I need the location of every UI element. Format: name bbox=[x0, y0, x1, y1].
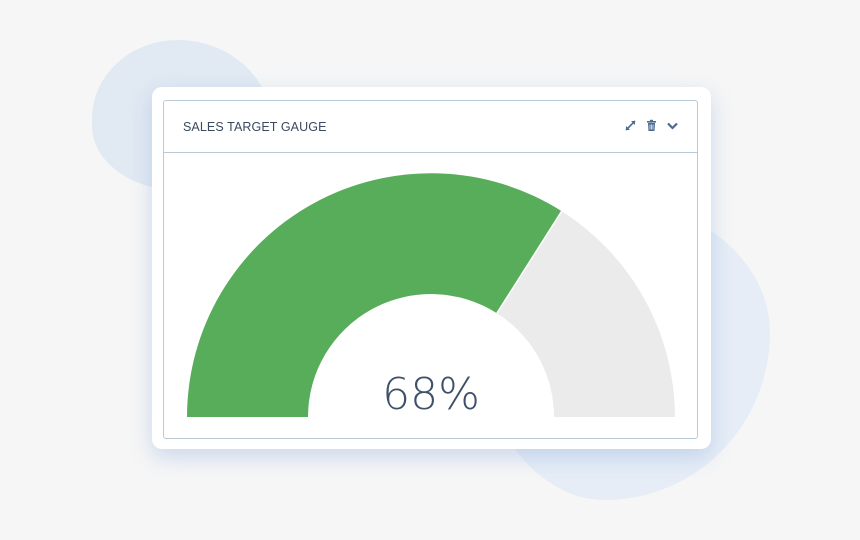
expand-icon[interactable] bbox=[624, 119, 637, 132]
chevron-down-icon[interactable] bbox=[666, 119, 679, 132]
trash-icon[interactable] bbox=[645, 119, 658, 132]
gauge-filled-arc bbox=[187, 173, 562, 417]
gauge-remaining-arc bbox=[496, 211, 675, 417]
widget-card: SALES TARGET GAUGE 68% bbox=[152, 87, 711, 449]
widget-title: SALES TARGET GAUGE bbox=[183, 120, 327, 134]
widget-header: SALES TARGET GAUGE bbox=[164, 101, 697, 153]
gauge-widget: SALES TARGET GAUGE 68% bbox=[163, 100, 698, 439]
gauge-chart bbox=[187, 173, 675, 417]
gauge-value: 68% bbox=[382, 369, 480, 420]
widget-toolbar bbox=[624, 119, 679, 132]
